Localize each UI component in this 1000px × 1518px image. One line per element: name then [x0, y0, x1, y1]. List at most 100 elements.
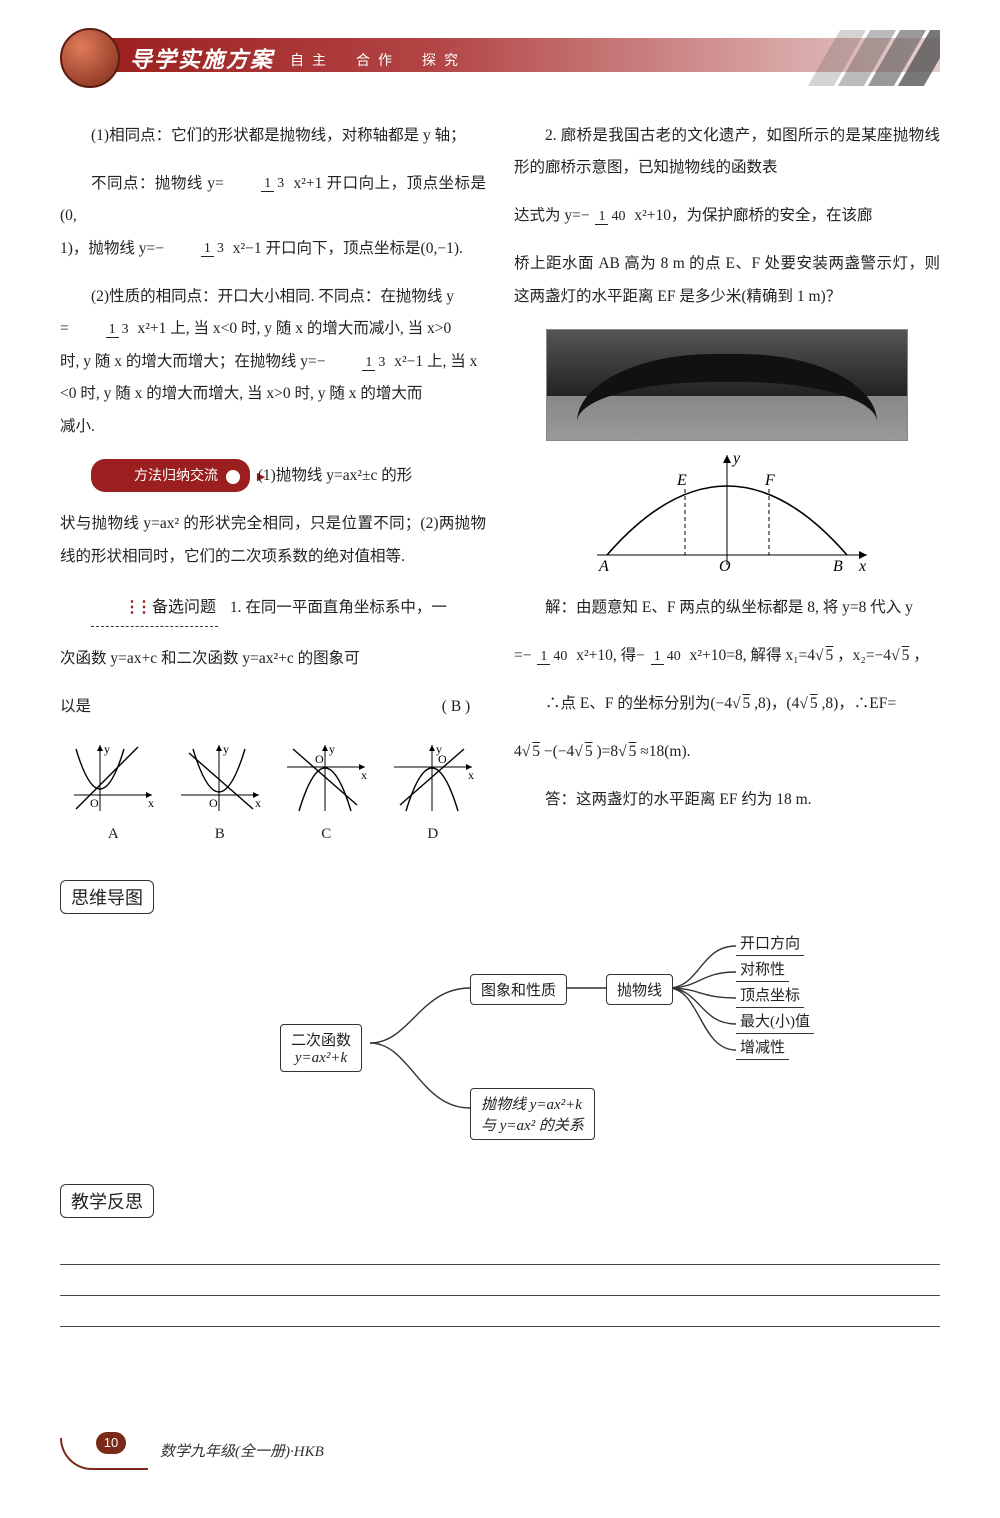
option-d: yx O D	[383, 739, 483, 851]
answer-blank: ( B )	[426, 691, 486, 724]
text: x²+10, 得−	[576, 647, 645, 664]
option-graphs: y x O A y x O	[60, 739, 486, 851]
para-2: 不同点：抛物线 y= 13 x²+1 开口向上，顶点坐标是(0, 1)，抛物线 …	[60, 168, 486, 266]
header-subtitle: 自主 合作 探究	[290, 50, 466, 70]
text: =−	[514, 647, 531, 664]
answer-line: 答：这两盏灯的水平距离 EF 约为 18 m.	[514, 784, 940, 817]
optional-question-tag: 备选问题	[91, 589, 218, 628]
page: 导学实施方案 自主 合作 探究 (1)相同点：它们的形状都是抛物线，对称轴都是 …	[0, 0, 1000, 1518]
fraction-icon: 140	[651, 649, 684, 664]
mm-root: 二次函数 y=ax²+k	[280, 1024, 362, 1072]
svg-text:x: x	[148, 796, 154, 810]
text: ，x₂=−4	[837, 647, 891, 664]
text: 1)，抛物线 y=−	[60, 240, 164, 257]
svg-text:y: y	[329, 742, 335, 756]
option-a: y x O A	[63, 739, 163, 851]
text: 不同点：抛物线 y=	[91, 175, 224, 192]
text: ，	[913, 647, 929, 664]
page-footer: 10 数学九年级(全一册)·HKB	[60, 1432, 940, 1472]
graph-c-icon: y x O	[281, 739, 371, 817]
logo-icon	[60, 28, 120, 88]
text: ∴点 E、F 的坐标分别为(−4	[545, 695, 732, 712]
solution-1: 解：由题意知 E、F 两点的纵坐标都是 8, 将 y=8 代入 y	[514, 592, 940, 625]
mm-leaf: 最大(小)值	[736, 1010, 814, 1034]
svg-text:x: x	[361, 768, 367, 782]
bridge-arch-icon	[577, 354, 877, 422]
method-para-2: 状与抛物线 y=ax² 的形状完全相同，只是位置不同；(2)两抛物线的形状相同时…	[60, 508, 486, 573]
label-B: B	[833, 558, 843, 575]
content-columns: (1)相同点：它们的形状都是抛物线，对称轴都是 y 轴； 不同点：抛物线 y= …	[60, 104, 940, 854]
text: x²+10，为保护廊桥的安全，在该廊	[634, 207, 872, 224]
label-y: y	[731, 450, 741, 467]
option-label: A	[63, 819, 163, 851]
svg-text:y: y	[223, 742, 229, 756]
text: 二次函数	[291, 1033, 351, 1049]
text: ≈18(m).	[640, 743, 690, 760]
text: =	[60, 320, 69, 337]
blank-line	[60, 1296, 940, 1327]
right-column: 2. 廊桥是我国古老的文化遗产，如图所示的是某座抛物线形的廊桥示意图，已知抛物线…	[514, 104, 940, 854]
svg-text:O: O	[315, 752, 324, 766]
text: <0 时, y 随 x 的增大而增大, 当 x>0 时, y 随 x 的增大而	[60, 385, 422, 402]
page-number: 10	[96, 1432, 126, 1454]
text: −(−4	[544, 743, 574, 760]
arrow-icon: ▶	[226, 470, 240, 484]
method-tag: 方法归纳交流 ▶	[91, 459, 250, 492]
mm-leaf: 增减性	[736, 1036, 789, 1060]
text: )=8	[596, 743, 618, 760]
option-b: yx O B	[170, 739, 270, 851]
label-x: x	[858, 558, 866, 575]
solution-2: =− 140 x²+10, 得− 140 x²+10=8, 解得 x₁=4√5 …	[514, 640, 940, 673]
solution-4: 4√5 −(−4√5 )=8√5 ≈18(m).	[514, 736, 940, 769]
mm-lower: 抛物线 y=ax²+k 与 y=ax² 的关系	[470, 1088, 595, 1140]
text: ,8)，(4	[754, 695, 799, 712]
text: 1. 在同一平面直角坐标系中，一	[230, 599, 447, 616]
text: 与 y=ax² 的关系	[481, 1118, 584, 1134]
page-header: 导学实施方案 自主 合作 探究	[60, 30, 940, 86]
fraction-icon: 140	[595, 209, 628, 224]
svg-text:O: O	[90, 796, 99, 810]
fraction-icon: 13	[170, 241, 227, 256]
bridge-diagram: E F A O B x y	[577, 447, 877, 577]
graph-b-icon: yx O	[175, 739, 265, 817]
blank-line	[60, 1234, 940, 1265]
label-A: A	[598, 558, 609, 575]
question-2-line3: 桥上距水面 AB 高为 8 m 的点 E、F 处要安装两盏警示灯，则这两盏灯的水…	[514, 248, 940, 313]
text: 抛物线 y=ax²+k	[481, 1097, 582, 1113]
mindmap: 二次函数 y=ax²+k 图象和性质 抛物线 开口方向 对称性 顶点坐标 最大(…	[60, 928, 940, 1158]
text: x²+1 上, 当 x<0 时, y 随 x 的增大而减小, 当 x>0	[138, 320, 452, 337]
mm-leaf: 开口方向	[736, 932, 804, 956]
option-label: C	[276, 819, 376, 851]
text: x²−1 上, 当 x	[394, 353, 477, 370]
mm-leaf: 顶点坐标	[736, 984, 804, 1008]
text: x²+10=8, 解得 x₁=4	[690, 647, 815, 664]
label-F: F	[764, 472, 775, 489]
question-1-line2: 次函数 y=ax+c 和二次函数 y=ax²+c 的图象可	[60, 643, 486, 676]
footer-text: 数学九年级(全一册)·HKB	[160, 1440, 324, 1461]
text: 以是	[60, 698, 91, 715]
question-2: 2. 廊桥是我国古老的文化遗产，如图所示的是某座抛物线形的廊桥示意图，已知抛物线…	[514, 120, 940, 185]
graph-d-icon: yx O	[388, 739, 478, 817]
svg-text:x: x	[255, 796, 261, 810]
reflection-lines	[60, 1234, 940, 1327]
svg-text:O: O	[438, 752, 447, 766]
question-1-line3: 以是 ( B )	[60, 691, 486, 724]
text: (2)性质的相同点：开口大小相同. 不同点：在抛物线 y	[91, 288, 454, 305]
text: x²−1 开口向下，顶点坐标是(0,−1).	[233, 240, 463, 257]
option-c: y x O C	[276, 739, 376, 851]
text: 时, y 随 x 的增大而增大；在抛物线 y=−	[60, 353, 325, 370]
mm-mid: 图象和性质	[470, 974, 567, 1005]
text: 达式为 y=−	[514, 207, 590, 224]
section-mindmap-title: 思维导图	[60, 880, 154, 914]
para-1: (1)相同点：它们的形状都是抛物线，对称轴都是 y 轴；	[60, 120, 486, 153]
fraction-icon: 13	[75, 322, 132, 337]
svg-text:y: y	[104, 742, 110, 756]
text: 减小.	[60, 418, 95, 435]
mm-parabola: 抛物线	[606, 974, 673, 1005]
solution-3: ∴点 E、F 的坐标分别为(−4√5 ,8)，(4√5 ,8)，∴EF=	[514, 688, 940, 721]
bridge-photo	[546, 329, 908, 441]
svg-text:x: x	[468, 768, 474, 782]
method-para: 方法归纳交流 ▶ (1)抛物线 y=ax²±c 的形	[60, 459, 486, 493]
question-1: 备选问题 1. 在同一平面直角坐标系中，一	[60, 589, 486, 628]
label-E: E	[676, 472, 687, 489]
